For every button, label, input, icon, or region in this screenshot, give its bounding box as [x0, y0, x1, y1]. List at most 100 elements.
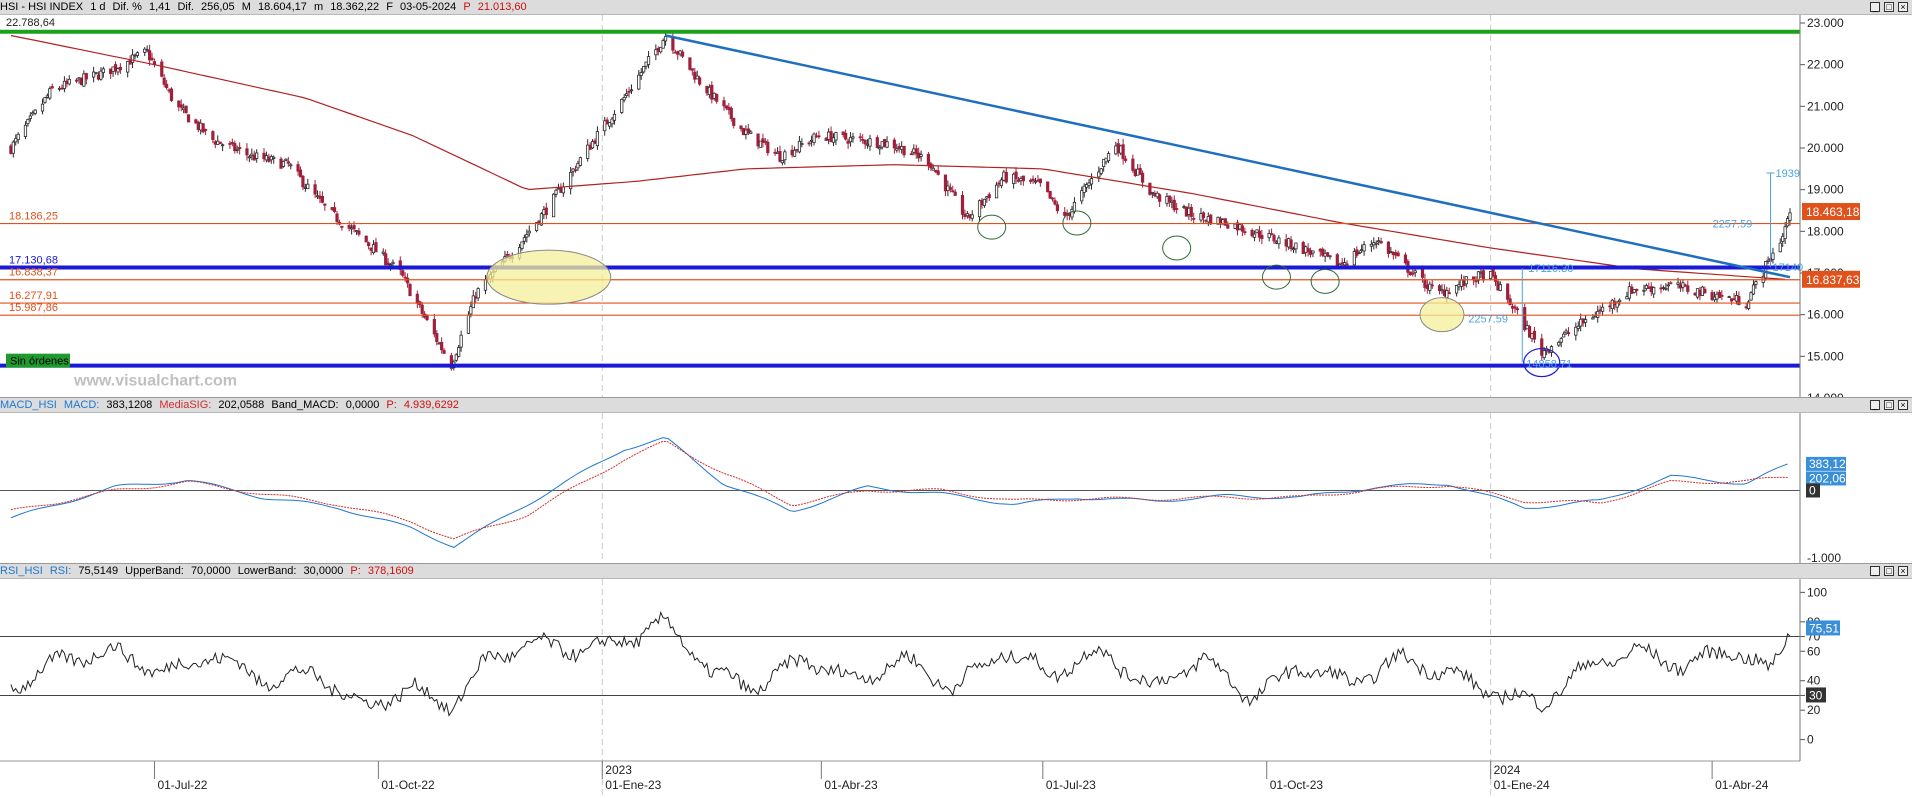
- candle-body: [1189, 207, 1193, 217]
- candle-body: [420, 304, 424, 314]
- candle-body: [1362, 244, 1366, 252]
- candle-body: [761, 138, 765, 143]
- macd-p-caption: P:: [386, 399, 397, 411]
- candle-body: [1014, 171, 1018, 180]
- candle-body: [245, 148, 249, 156]
- candle-body: [82, 73, 86, 87]
- candle-body: [1749, 292, 1753, 301]
- candle-body: [1542, 350, 1546, 358]
- candle-body: [527, 230, 531, 234]
- close-icon[interactable]: ×: [1898, 2, 1908, 12]
- candle-body: [1474, 280, 1478, 283]
- candle-body: [1771, 252, 1775, 260]
- candle-body: [1508, 298, 1512, 306]
- x-tick-label: 01-Abr-23: [824, 778, 878, 792]
- rsi-tick-label: 20: [1807, 703, 1821, 717]
- candle-body: [629, 89, 634, 92]
- candle-body: [885, 141, 889, 148]
- candle-body: [863, 139, 867, 145]
- candle-body: [1272, 235, 1276, 242]
- y-tick-label: 18.000: [1807, 224, 1844, 238]
- trend-line: [665, 34, 1791, 279]
- candle-body: [1158, 194, 1162, 202]
- rsi-tick-label: 40: [1807, 674, 1821, 688]
- ma-price-badge-bg: [1802, 270, 1860, 288]
- candle-body: [1686, 285, 1690, 292]
- candle-body: [116, 68, 120, 73]
- macd-caption: MACD:: [63, 399, 100, 411]
- candle-body: [1576, 325, 1580, 329]
- candle-body: [1321, 248, 1325, 256]
- candle-body: [1352, 251, 1356, 266]
- max-caption: M: [241, 1, 251, 13]
- year-label: 2024: [1494, 763, 1521, 777]
- candle-body: [364, 235, 368, 243]
- signal-value: 202,0588: [218, 399, 265, 411]
- candle-body: [250, 153, 254, 157]
- candle-body: [1454, 285, 1459, 294]
- candle-body: [671, 36, 675, 51]
- rsi-value-badge: 75,51: [1809, 621, 1839, 635]
- minimize-icon[interactable]: _: [1870, 566, 1880, 576]
- candle-body: [74, 79, 79, 82]
- maximize-icon[interactable]: □: [1884, 400, 1894, 410]
- candle-body: [1099, 168, 1103, 174]
- candle-body: [1562, 333, 1566, 338]
- candle-body: [160, 61, 164, 77]
- p-value: 21.013,60: [477, 1, 527, 13]
- candle-body: [50, 86, 54, 89]
- macd-window-controls: _ □ ×: [1870, 398, 1908, 412]
- macd-line: [10, 437, 1788, 548]
- candle-body: [578, 157, 582, 166]
- minimize-icon[interactable]: _: [1870, 400, 1880, 410]
- rsi-chart[interactable]: 100807060403020075,513001-Jul-2201-Oct-2…: [0, 579, 1912, 798]
- symbol-label: HSI - HSI INDEX: [0, 1, 84, 13]
- candle-body: [1481, 270, 1485, 281]
- candle-body: [1021, 175, 1025, 182]
- candle-body: [590, 141, 595, 149]
- candle-body: [469, 306, 473, 315]
- candle-body: [476, 288, 480, 299]
- candle-body: [977, 200, 982, 218]
- candle-body: [1004, 171, 1008, 183]
- candle-body: [1596, 311, 1600, 318]
- candle-body: [1506, 283, 1510, 300]
- price-panel[interactable]: HSI - HSI INDEX 1 d Dif. % 1,41 Dif. 256…: [0, 0, 1912, 398]
- candle-body: [94, 72, 98, 74]
- candle-body: [162, 77, 166, 85]
- candle-body: [1033, 180, 1038, 183]
- close-icon[interactable]: ×: [1898, 400, 1908, 410]
- candle-body: [1532, 330, 1537, 340]
- candle-body: [1559, 338, 1563, 343]
- maximize-icon[interactable]: □: [1884, 566, 1894, 576]
- candle-body: [749, 131, 753, 134]
- candle-body: [909, 153, 913, 156]
- candle-body: [1493, 275, 1498, 282]
- maximize-icon[interactable]: □: [1884, 2, 1894, 12]
- rsi-panel[interactable]: RSI_HSI RSI: 75,5149 UpperBand: 70,0000 …: [0, 564, 1912, 798]
- candle-body: [92, 71, 96, 78]
- macd-panel[interactable]: MACD_HSI MACD: 383,1208 MediaSIG: 202,05…: [0, 398, 1912, 564]
- candle-body: [1676, 282, 1680, 285]
- price-chart[interactable]: 23.00022.00021.00020.00019.00018.00017.0…: [0, 15, 1912, 398]
- candle-body: [454, 354, 458, 361]
- rsi-panel-header: RSI_HSI RSI: 75,5149 UpperBand: 70,0000 …: [0, 564, 1912, 579]
- candle-body: [1260, 234, 1264, 239]
- candle-body: [1306, 248, 1310, 253]
- candle-body: [1498, 284, 1502, 291]
- candle-body: [211, 131, 215, 140]
- candle-body: [607, 122, 612, 127]
- candle-body: [1082, 185, 1086, 193]
- candle-body: [829, 131, 833, 142]
- candle-body: [926, 153, 931, 166]
- candle-body: [778, 150, 782, 162]
- candle-body: [230, 142, 234, 144]
- candle-body: [525, 234, 529, 238]
- rsi-caption: RSI:: [49, 565, 72, 577]
- candle-body: [347, 225, 351, 229]
- rsi-name: RSI_HSI: [0, 565, 43, 577]
- candle-body: [1209, 214, 1213, 225]
- minimize-icon[interactable]: _: [1870, 2, 1880, 12]
- close-icon[interactable]: ×: [1898, 566, 1908, 576]
